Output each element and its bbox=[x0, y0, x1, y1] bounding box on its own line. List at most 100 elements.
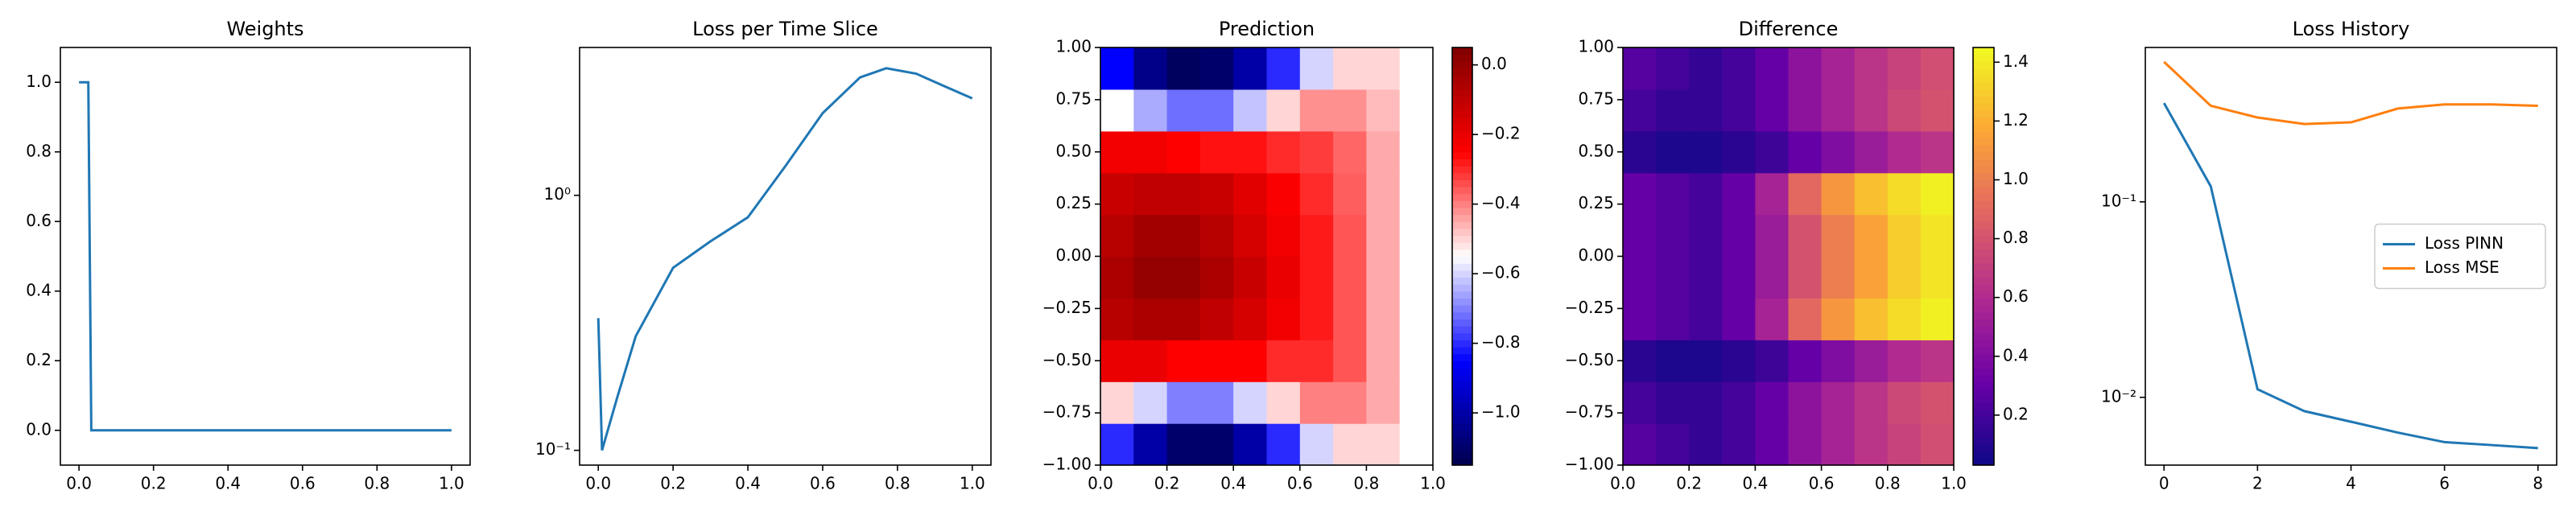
axes-frame bbox=[579, 47, 992, 466]
heatmap-cell bbox=[1887, 130, 1922, 174]
colorbar-slice bbox=[1452, 402, 1472, 410]
heatmap-cell bbox=[1920, 130, 1955, 174]
colorbar-slice bbox=[1973, 89, 1994, 97]
colorbar-slice bbox=[1973, 277, 1994, 285]
colorbar-slice bbox=[1452, 124, 1472, 132]
heatmap-cell bbox=[1366, 172, 1401, 216]
heatmap-cell bbox=[1854, 130, 1889, 174]
heatmap-cell bbox=[1854, 423, 1889, 466]
colorbar-slice bbox=[1452, 319, 1472, 327]
colorbar-slice bbox=[1973, 305, 1994, 313]
heatmap-cell bbox=[1266, 256, 1301, 299]
colorbar-tick-label: 0.2 bbox=[2003, 404, 2029, 423]
colorbar-frame bbox=[1451, 47, 1473, 466]
heatmap-cell bbox=[1623, 381, 1657, 424]
heatmap-cell bbox=[1722, 423, 1756, 466]
colorbar-slice bbox=[1973, 256, 1994, 264]
colorbar-slice bbox=[1973, 47, 1994, 56]
y-tick-label: −0.25 bbox=[1042, 298, 1092, 317]
colorbar-slice bbox=[1452, 235, 1472, 243]
x-tick-label: 2 bbox=[2252, 474, 2263, 493]
colorbar-slice bbox=[1973, 54, 1994, 62]
colorbar-slice bbox=[1973, 409, 1994, 418]
heatmap-cell bbox=[1920, 89, 1955, 132]
heatmap-cell bbox=[1233, 172, 1268, 216]
heatmap-cell bbox=[1920, 214, 1955, 258]
colorbar-slice bbox=[1452, 117, 1472, 125]
colorbar-slice bbox=[1452, 270, 1472, 278]
heatmap-cell bbox=[1333, 214, 1367, 258]
heatmap-cell bbox=[1399, 89, 1434, 132]
heatmap-cell bbox=[1266, 298, 1301, 340]
heatmap-cell bbox=[1399, 298, 1434, 340]
heatmap-cell bbox=[1266, 89, 1301, 132]
colorbar-slice bbox=[1973, 326, 1994, 334]
heatmap-cell bbox=[1722, 47, 1756, 90]
colorbar-slice bbox=[1452, 395, 1472, 403]
colorbar-slice bbox=[1973, 130, 1994, 139]
colorbar-slice bbox=[1452, 256, 1472, 264]
colorbar-slice bbox=[1973, 290, 1994, 299]
colorbar-slice bbox=[1973, 284, 1994, 292]
colorbar-slice bbox=[1452, 367, 1472, 376]
heatmap-cell bbox=[1100, 256, 1134, 299]
colorbar-slice bbox=[1452, 451, 1472, 459]
heatmap-cell bbox=[1623, 298, 1657, 340]
colorbar-slice bbox=[1452, 145, 1472, 153]
heatmap-cell bbox=[1689, 172, 1723, 216]
heatmap-cell bbox=[1788, 256, 1823, 299]
colorbar-slice bbox=[1452, 305, 1472, 313]
y-tick-label: 10⁻² bbox=[2101, 386, 2136, 406]
x-tick-label: 0.4 bbox=[735, 474, 761, 493]
y-tick-label: 0.50 bbox=[1578, 141, 1614, 160]
heatmap-cell bbox=[1689, 256, 1723, 299]
heatmap-cell bbox=[1722, 381, 1756, 424]
heatmap-cell bbox=[1755, 298, 1790, 340]
line bbox=[597, 67, 973, 451]
colorbar-slice bbox=[1973, 200, 1994, 208]
colorbar-slice bbox=[1973, 172, 1994, 180]
heatmap-cell bbox=[1266, 381, 1301, 424]
heatmap-cell bbox=[1333, 381, 1367, 424]
heatmap-cell bbox=[1854, 340, 1889, 382]
heatmap-cell bbox=[1266, 130, 1301, 174]
heatmap-cell bbox=[1887, 340, 1922, 382]
x-tick-label: 0.6 bbox=[1287, 474, 1313, 493]
x-tick-label: 0.8 bbox=[364, 474, 390, 493]
colorbar-slice bbox=[1452, 214, 1472, 222]
colorbar-slice bbox=[1452, 82, 1472, 90]
heatmap-cell bbox=[1166, 256, 1201, 299]
legend-label: Loss PINN bbox=[2425, 233, 2504, 253]
heatmap-cell bbox=[1299, 256, 1334, 299]
heatmap-cell bbox=[1399, 340, 1434, 382]
heatmap-cell bbox=[1821, 423, 1856, 466]
colorbar-slice bbox=[1973, 75, 1994, 83]
panel: Difference 0.2 0.4 0.6 0.8 1.0 1.2 1.4 0.0 0.2 0.4… bbox=[1565, 18, 2029, 493]
colorbar-tick-label: 1.4 bbox=[2003, 52, 2029, 71]
heatmap-cell bbox=[1233, 256, 1268, 299]
x-tick-label: 0.2 bbox=[141, 474, 167, 493]
heatmap-cell bbox=[1100, 130, 1134, 174]
line bbox=[2163, 60, 2538, 126]
colorbar-slice bbox=[1973, 423, 1994, 431]
y-tick-label: 0.00 bbox=[1055, 245, 1092, 265]
y-tick-label: 0.8 bbox=[26, 141, 52, 160]
heatmap-cell bbox=[1755, 214, 1790, 258]
colorbar-slice bbox=[1452, 437, 1472, 445]
heatmap-cell bbox=[1623, 172, 1657, 216]
heatmap-cell bbox=[1821, 172, 1856, 216]
heatmap-cell bbox=[1821, 214, 1856, 258]
colorbar-slice bbox=[1973, 82, 1994, 90]
colorbar-slice bbox=[1973, 228, 1994, 237]
colorbar-slice bbox=[1452, 430, 1472, 438]
heatmap-cell bbox=[1920, 423, 1955, 466]
heatmap-cell bbox=[1199, 423, 1234, 466]
y-tick-label: 10⁻¹ bbox=[2101, 191, 2136, 210]
colorbar-slice bbox=[1452, 290, 1472, 299]
colorbar-slice bbox=[1973, 430, 1994, 438]
heatmap-cell bbox=[1623, 130, 1657, 174]
heatmap-cell bbox=[1788, 89, 1823, 132]
colorbar-tick-label: −0.4 bbox=[1481, 193, 1521, 212]
heatmap-cell bbox=[1399, 47, 1434, 90]
